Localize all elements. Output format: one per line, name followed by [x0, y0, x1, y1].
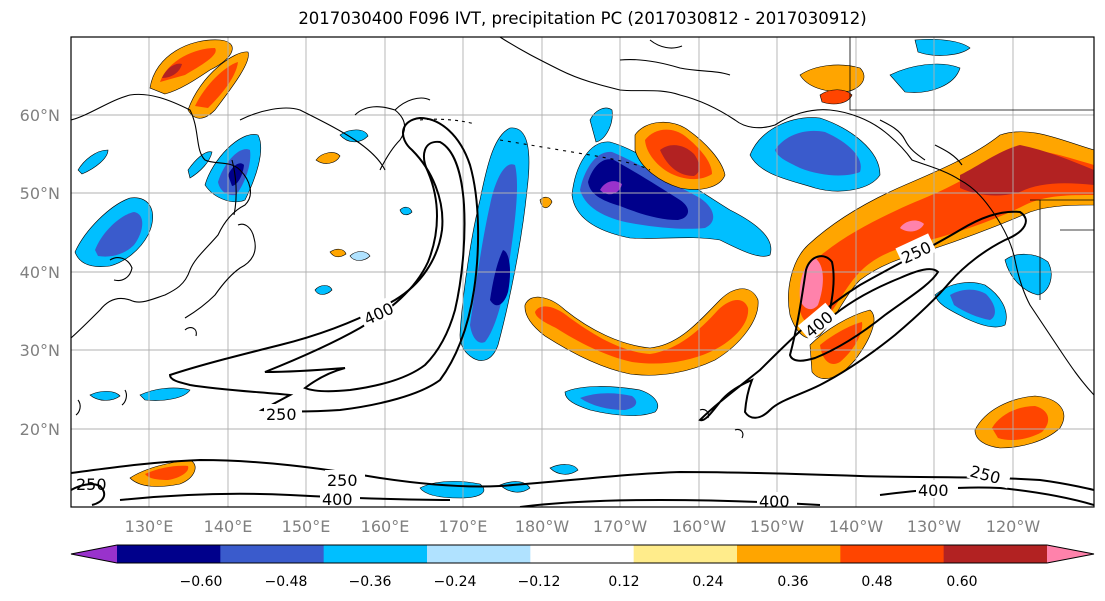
ivt-contour-400-west: [264, 140, 466, 393]
contour-label-corner: 250: [76, 475, 107, 494]
lon-label-170w: 170°W: [593, 517, 648, 536]
colorbar-box: [427, 545, 531, 563]
page-title: 2017030400 F096 IVT, precipitation PC (2…: [298, 9, 867, 28]
lat-label-60n: 60°N: [20, 106, 60, 125]
precip-fields: [74, 38, 1094, 499]
ivt-contour-400-south: [119, 492, 451, 501]
contour-label-400-south-b: 400: [759, 492, 790, 511]
colorbar: [70, 544, 1095, 564]
contour-label-250-west: 250: [266, 405, 297, 424]
cb-tick-label: 0.48: [861, 574, 892, 590]
cb-tick-label: 0.60: [946, 574, 977, 590]
cb-tick-label: 0.12: [608, 574, 639, 590]
lon-label-140e: 140°E: [204, 517, 253, 536]
colorbar-box: [117, 545, 221, 563]
colorbar-extend-low: [71, 545, 117, 563]
cb-tick-label: −0.12: [518, 574, 561, 590]
lon-label-130e: 130°E: [125, 517, 174, 536]
contour-label-400-south: 400: [322, 490, 353, 509]
ivt-contour-400-east: [788, 255, 940, 362]
map-content: 400 250 250 400 250 400 400 250 400 250: [71, 37, 1094, 511]
colorbar-box: [737, 545, 841, 563]
lon-label-170e: 170°E: [439, 517, 488, 536]
colorbar-box: [840, 545, 945, 563]
lon-label-130w: 130°W: [907, 517, 962, 536]
cb-tick-label: −0.48: [265, 574, 308, 590]
colorbar-box: [530, 545, 635, 563]
lat-label-20n: 20°N: [20, 420, 60, 439]
colorbar-box: [633, 545, 738, 563]
contour-label-250-south: 250: [327, 471, 358, 490]
lat-label-40n: 40°N: [20, 263, 60, 282]
lon-axis: 130°E 140°E 150°E 160°E 170°E 180°W 170°…: [125, 517, 1041, 536]
colorbar-tick-labels: −0.60 −0.48 −0.36 −0.24 −0.12 0.12 0.24 …: [180, 574, 978, 590]
ivt-contour-250-south: [71, 458, 1094, 491]
lon-label-120w: 120°W: [986, 517, 1041, 536]
cb-tick-label: −0.60: [180, 574, 223, 590]
lon-label-150e: 150°E: [282, 517, 331, 536]
cb-tick-label: 0.24: [692, 574, 723, 590]
lon-label-140w: 140°W: [829, 517, 884, 536]
lon-label-150w: 150°W: [750, 517, 805, 536]
graticule: [71, 37, 1094, 507]
colorbar-outline: [70, 544, 1095, 564]
colorbar-extend-high: [1047, 545, 1094, 563]
lon-label-160w: 160°W: [672, 517, 727, 536]
colorbar-box: [220, 545, 325, 563]
lat-label-50n: 50°N: [20, 184, 60, 203]
cb-tick-label: −0.36: [349, 574, 392, 590]
colorbar-box: [323, 545, 428, 563]
lon-label-160e: 160°E: [361, 517, 410, 536]
contour-labels: 400 250 250 400 250 400 400 250 400 250: [76, 233, 1012, 511]
lat-label-30n: 30°N: [20, 341, 60, 360]
contour-label-400-se: 400: [918, 481, 949, 500]
colorbar-box: [943, 545, 1048, 563]
map-frame: [70, 36, 1095, 508]
lat-axis: 60°N 50°N 40°N 30°N 20°N: [20, 106, 60, 439]
ivt-contour-250-east: [698, 210, 1027, 422]
lon-label-180w: 180°W: [515, 517, 570, 536]
cb-tick-label: −0.24: [434, 574, 477, 590]
cb-tick-label: 0.36: [777, 574, 808, 590]
coastlines: [71, 37, 1094, 439]
